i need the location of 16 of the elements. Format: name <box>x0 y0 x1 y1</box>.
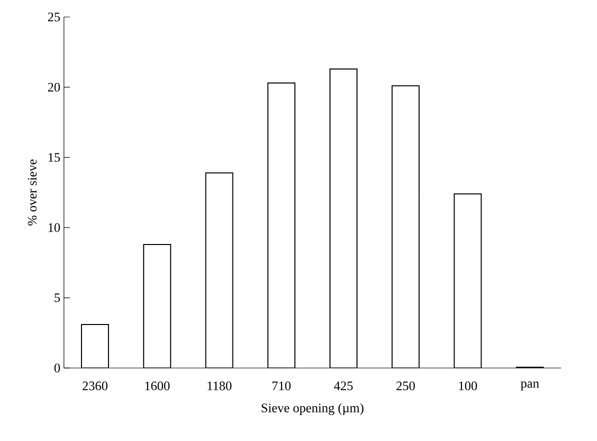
x-tick-label: 250 <box>396 382 415 390</box>
x-tick-label: pan <box>520 382 540 390</box>
x-axis-title: Sieve opening (µm) <box>262 403 364 416</box>
y-tick-label: 5 <box>54 293 60 302</box>
x-tick-label: 2360 <box>82 382 108 390</box>
y-axis-title: % over sieve <box>28 160 37 226</box>
x-tick-label: 100 <box>459 382 477 390</box>
y-tick-label: 10 <box>48 223 60 232</box>
x-tick-label: 1180 <box>208 382 232 390</box>
x-tick-label: 425 <box>334 382 353 390</box>
y-tick-label: 0 <box>54 364 60 372</box>
y-tick-label: 15 <box>48 153 60 162</box>
x-tick-label: 710 <box>272 382 291 390</box>
x-tick-label: 1600 <box>145 382 170 390</box>
y-tick-label: 20 <box>48 82 60 92</box>
y-tick-label: 25 <box>48 12 60 22</box>
